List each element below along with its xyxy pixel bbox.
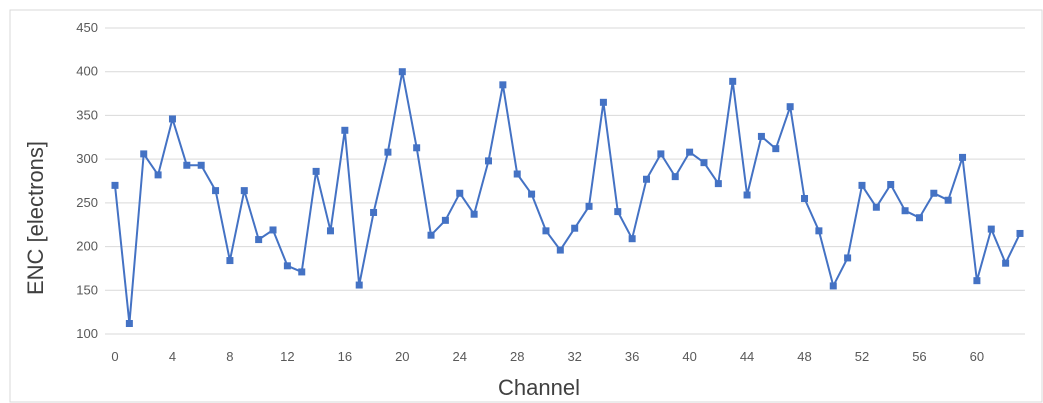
data-point: [973, 277, 981, 285]
y-tick-label: 200: [76, 239, 98, 254]
x-tick-label: 48: [797, 349, 811, 364]
data-point: [944, 196, 952, 204]
data-point: [858, 181, 866, 189]
x-tick-label: 44: [740, 349, 754, 364]
data-point: [370, 208, 378, 216]
data-point: [872, 203, 880, 211]
y-axis-ticks: 100 150 200 250 300 350 400 450: [76, 20, 98, 341]
data-point: [729, 77, 737, 85]
x-tick-label: 52: [855, 349, 869, 364]
y-tick-label: 350: [76, 107, 98, 122]
data-point: [930, 189, 938, 197]
data-point: [212, 187, 220, 195]
data-point: [484, 157, 492, 165]
data-point: [614, 208, 622, 216]
data-point: [240, 187, 248, 195]
data-point: [987, 225, 995, 233]
data-point: [427, 231, 435, 239]
data-point: [413, 144, 421, 152]
chart-border: [9, 9, 1043, 403]
data-point: [1002, 259, 1010, 267]
x-tick-label: 0: [111, 349, 118, 364]
x-tick-label: 12: [280, 349, 294, 364]
data-point: [829, 282, 837, 290]
data-point: [499, 81, 507, 89]
data-point: [513, 170, 521, 178]
data-point: [915, 214, 923, 222]
data-point: [355, 281, 363, 289]
y-tick-label: 300: [76, 151, 98, 166]
data-point: [125, 320, 133, 328]
data-point: [714, 180, 722, 188]
y-tick-label: 450: [76, 20, 98, 35]
data-point: [111, 181, 119, 189]
data-point: [398, 68, 406, 76]
data-point: [326, 227, 334, 235]
data-point: [197, 161, 205, 169]
data-point: [341, 126, 349, 134]
gridlines: [105, 27, 1025, 291]
data-point: [786, 103, 794, 111]
data-point: [542, 227, 550, 235]
data-point: [470, 210, 478, 218]
data-point: [255, 236, 263, 244]
y-tick-label: 400: [76, 64, 98, 79]
series-line: [114, 70, 1021, 325]
data-point: [686, 148, 694, 156]
x-tick-label: 60: [970, 349, 984, 364]
data-point: [283, 262, 291, 270]
data-point: [700, 159, 708, 167]
x-tick-label: 56: [912, 349, 926, 364]
x-axis-ticks: 0 4 8 12 16 20 24 28 32 36 40 44 48 52 56 60: [111, 349, 984, 364]
data-point: [901, 207, 909, 215]
data-point: [298, 268, 306, 276]
y-axis-title: ENC [electrons]: [23, 141, 48, 295]
x-tick-label: 36: [625, 349, 639, 364]
data-point: [643, 175, 651, 183]
data-point: [269, 226, 277, 234]
y-tick-label: 250: [76, 195, 98, 210]
data-point: [140, 150, 148, 158]
x-axis-title: Channel: [498, 375, 580, 400]
data-point: [585, 202, 593, 210]
data-point: [815, 227, 823, 235]
data-point: [183, 161, 191, 169]
data-point: [887, 180, 895, 188]
data-point: [772, 145, 780, 153]
data-point: [168, 115, 176, 123]
data-point: [556, 246, 564, 254]
x-tick-label: 16: [338, 349, 352, 364]
data-point: [312, 167, 320, 175]
data-point: [628, 235, 636, 243]
series-markers: [111, 68, 1024, 328]
data-point: [226, 257, 234, 265]
data-point: [671, 173, 679, 181]
x-tick-label: 32: [567, 349, 581, 364]
data-point: [154, 171, 162, 179]
data-point: [456, 189, 464, 197]
data-point: [599, 98, 607, 106]
data-point: [1016, 229, 1024, 237]
data-point: [384, 148, 392, 156]
data-point: [757, 132, 765, 140]
x-tick-label: 24: [453, 349, 467, 364]
data-point: [528, 190, 536, 198]
x-tick-label: 20: [395, 349, 409, 364]
y-tick-label: 150: [76, 282, 98, 297]
x-tick-label: 40: [682, 349, 696, 364]
data-point: [441, 216, 449, 224]
data-point: [571, 224, 579, 232]
y-tick-label: 100: [76, 326, 98, 341]
data-point: [959, 153, 967, 161]
data-point: [657, 150, 665, 158]
x-tick-label: 8: [226, 349, 233, 364]
data-point: [743, 191, 751, 199]
data-point: [844, 254, 852, 262]
x-tick-label: 4: [169, 349, 176, 364]
data-point: [801, 194, 809, 202]
x-tick-label: 28: [510, 349, 524, 364]
